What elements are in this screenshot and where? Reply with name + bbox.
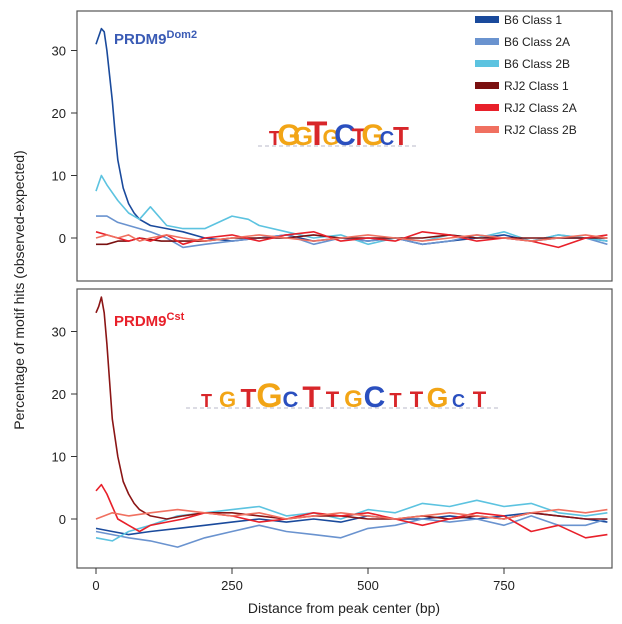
logo-letter: T — [393, 121, 409, 151]
legend-label: RJ2 Class 2B — [504, 123, 577, 137]
series-line-b6-class-2b — [95, 499, 608, 542]
legend-swatch — [475, 126, 499, 133]
y-tick-label: 20 — [52, 106, 66, 121]
series-line-rj2-class-2a — [95, 231, 608, 249]
series-group-bottom — [95, 296, 608, 548]
series-line-rj2-class-2b — [95, 234, 608, 242]
legend-label: RJ2 Class 2A — [504, 101, 577, 115]
legend-swatch — [475, 104, 499, 111]
y-axis-label: Percentage of motif hits (observed-expec… — [11, 150, 27, 429]
logo-letter: T — [302, 381, 320, 414]
panel-bottom-frame — [76, 288, 613, 569]
logo-letter: G — [219, 387, 236, 412]
series-group-top — [95, 27, 608, 249]
logo-letter: T — [201, 391, 212, 411]
legend-label: B6 Class 2A — [504, 35, 570, 49]
logo-letter: T — [473, 387, 487, 412]
series-line-rj2-class-2b — [95, 508, 608, 520]
logo-letter: C — [364, 381, 386, 414]
logo-letter: C — [283, 387, 299, 412]
logo-letter: C — [380, 128, 394, 150]
panel-title-bottom: PRDM9Cst — [114, 311, 185, 330]
legend-swatch — [475, 16, 499, 23]
series-line-b6-class-2a — [96, 215, 608, 249]
logo-letter: G — [277, 119, 300, 152]
y-tick-label: 0 — [59, 231, 66, 246]
x-tick-label: 250 — [221, 578, 243, 593]
y-axis-top: 0 10 20 30 — [52, 44, 77, 246]
y-tick-label: 20 — [52, 387, 66, 402]
x-axis-bottom: 0 250 500 750 — [92, 568, 515, 593]
series-line-b6-class-2a — [95, 515, 608, 548]
logo-letter: T — [307, 115, 328, 153]
logo-letter: G — [344, 386, 363, 413]
logo-letter: T — [326, 387, 340, 412]
y-tick-label: 30 — [52, 325, 66, 340]
legend-label: B6 Class 2B — [504, 57, 570, 71]
logo-letter: G — [427, 382, 449, 413]
logo-letter: T — [352, 124, 367, 151]
logo-letter: T — [389, 390, 401, 412]
logo-letter: T — [269, 128, 281, 150]
y-tick-label: 10 — [52, 169, 66, 184]
logo-letter: T — [410, 387, 424, 412]
x-tick-label: 0 — [92, 578, 99, 593]
series-line-b6-class-2b — [95, 174, 608, 246]
legend-swatch — [475, 60, 499, 67]
logo-letter: G — [322, 125, 339, 150]
panel-title-bottom-sup: Cst — [167, 311, 185, 323]
logo-letter: G — [293, 121, 313, 151]
logo-letter: G — [256, 377, 282, 415]
logo-letter: C — [452, 391, 465, 411]
legend-label: RJ2 Class 1 — [504, 79, 569, 93]
x-axis-label: Distance from peak center (bp) — [248, 600, 440, 616]
y-tick-label: 30 — [52, 44, 66, 59]
panel-top-frame — [76, 10, 613, 282]
legend-swatch — [475, 38, 499, 45]
logo-letter: T — [241, 383, 257, 413]
logo-letter: C — [334, 119, 356, 152]
series-line-b6-class-1 — [95, 511, 608, 536]
logo-letter: G — [361, 119, 384, 152]
series-line-rj2-class-2a — [95, 483, 608, 539]
panel-title-top-sup: Dom2 — [167, 29, 198, 41]
legend: B6 Class 1 B6 Class 2A B6 Class 2B RJ2 Clas… — [475, 13, 577, 137]
panel-title-bottom-main: PRDM9 — [114, 313, 167, 330]
y-tick-label: 0 — [59, 512, 66, 527]
x-tick-label: 750 — [493, 578, 515, 593]
panel-title-top-main: PRDM9 — [114, 31, 167, 48]
y-tick-label: 10 — [52, 450, 66, 465]
legend-label: B6 Class 1 — [504, 13, 562, 27]
panel-title-top: PRDM9Dom2 — [114, 29, 197, 48]
y-axis-bottom: 0 10 20 30 — [52, 325, 77, 527]
legend-swatch — [475, 82, 499, 89]
x-tick-label: 500 — [357, 578, 379, 593]
